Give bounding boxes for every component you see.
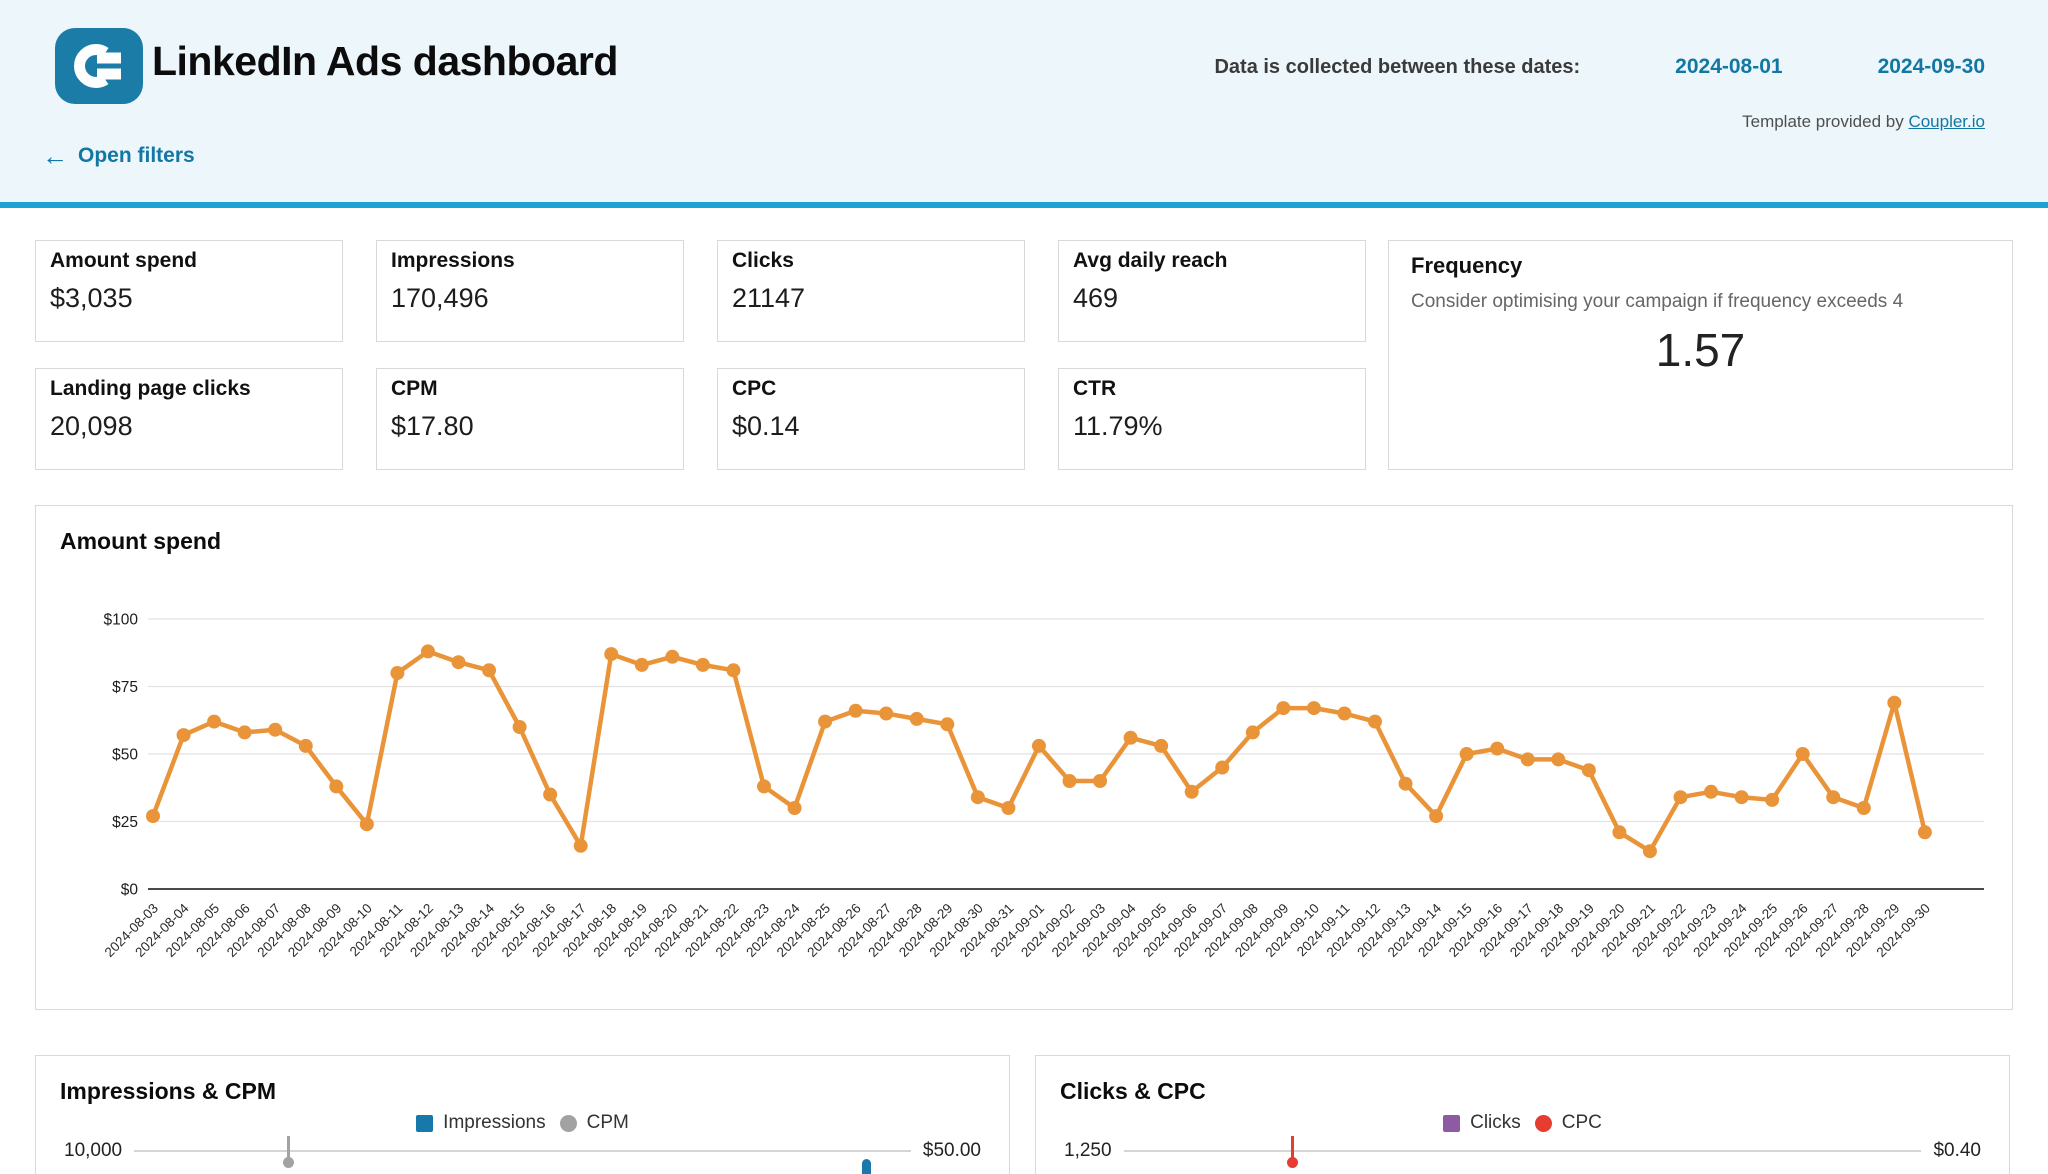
frequency-note: Consider optimising your campaign if fre…: [1411, 291, 1904, 312]
svg-text:$25: $25: [112, 814, 138, 831]
kpi-value: $3,035: [50, 283, 133, 313]
impressions-bar: [862, 1159, 871, 1174]
right-axis-label: $50.00: [922, 1140, 981, 1161]
impressions-cpm-axis-row: 10,000 $50.00: [64, 1140, 981, 1162]
kpi-label: Clicks: [732, 249, 794, 272]
clicks-cpc-title: Clicks & CPC: [1060, 1078, 1206, 1104]
date-range-label: Data is collected between these dates:: [1214, 56, 1581, 78]
gridline: [1123, 1150, 1922, 1152]
kpi-label: CPC: [732, 377, 777, 400]
end-date-control[interactable]: 2024-09-30: [1877, 55, 1985, 78]
cpc-swatch-icon: [1534, 1114, 1552, 1132]
impressions-cpm-legend: Impressions CPM: [36, 1112, 1009, 1134]
amount-spend-line-chart: $0$25$50$75$1002024-08-032024-08-042024-…: [102, 612, 1984, 960]
header: LinkedIn Ads dashboard Data is collected…: [0, 0, 2048, 202]
kpi-value: 11.79%: [1073, 411, 1163, 441]
cpc-point: [1287, 1157, 1298, 1168]
coupler-logo-icon: [55, 28, 143, 104]
open-filters-label: Open filters: [78, 144, 195, 167]
kpi-label: Amount spend: [50, 249, 197, 272]
kpi-card-avg-daily-reach: Avg daily reach 469: [1058, 240, 1366, 342]
frequency-value: 1.57: [1655, 324, 1746, 376]
clicks-swatch-icon: [1443, 1114, 1461, 1132]
kpi-card-clicks: Clicks 21147: [717, 240, 1025, 342]
impressions-cpm-title: Impressions & CPM: [60, 1078, 276, 1104]
frequency-label: Frequency: [1411, 253, 1523, 278]
header-divider: [0, 202, 2048, 208]
amount-spend-chart-card: Amount spend $0 $25 $50 $75 $100 2024-08-03 20…: [35, 505, 2013, 1010]
kpi-value: $17.80: [391, 411, 474, 441]
cpc-line-segment: [1291, 1136, 1294, 1160]
page-title: LinkedIn Ads dashboard: [152, 38, 618, 84]
svg-text:$50: $50: [112, 747, 138, 764]
clicks-cpc-chart-card: Clicks & CPC Clicks CPC 1,250 $0.40: [1035, 1055, 2010, 1174]
kpi-value: 20,098: [50, 411, 133, 441]
legend-item-impressions: Impressions: [416, 1112, 546, 1134]
clicks-cpc-legend: Clicks CPC: [1036, 1112, 2009, 1134]
svg-text:$0: $0: [121, 882, 139, 899]
kpi-label: Impressions: [391, 249, 515, 272]
left-axis-label: 10,000: [64, 1140, 123, 1161]
kpi-card-cpc: CPC $0.14: [717, 368, 1025, 470]
legend-item-cpm: CPM: [559, 1112, 629, 1134]
kpi-label: CPM: [391, 377, 438, 400]
coupler-link[interactable]: Coupler.io: [1908, 112, 1985, 131]
template-note: Template provided by Coupler.io: [1742, 112, 1985, 131]
amount-spend-chart-title: Amount spend: [60, 528, 221, 554]
kpi-label: Avg daily reach: [1073, 249, 1228, 272]
kpi-card-ctr: CTR 11.79%: [1058, 368, 1366, 470]
svg-text:$100: $100: [104, 612, 139, 629]
kpi-label: Landing page clicks: [50, 377, 251, 400]
kpi-value: $0.14: [732, 411, 800, 441]
kpi-value: 469: [1073, 283, 1119, 313]
kpi-value: 170,496: [391, 283, 489, 313]
cpm-swatch-icon: [559, 1114, 577, 1132]
impressions-cpm-chart-card: Impressions & CPM Impressions CPM 10,000…: [35, 1055, 1010, 1174]
clicks-cpc-axis-row: 1,250 $0.40: [1064, 1140, 1981, 1162]
right-axis-label: $0.40: [1933, 1140, 1981, 1161]
date-range-row: Data is collected between these dates: 2…: [1214, 55, 1985, 79]
impressions-swatch-icon: [416, 1114, 434, 1132]
kpi-card-landing-page-clicks: Landing page clicks 20,098: [35, 368, 343, 470]
left-axis-label: 1,250: [1064, 1140, 1112, 1161]
gridline: [134, 1150, 911, 1152]
kpi-card-impressions: Impressions 170,496: [376, 240, 684, 342]
svg-text:$75: $75: [112, 679, 138, 696]
kpi-card-amount-spend: Amount spend $3,035: [35, 240, 343, 342]
kpi-card-cpm: CPM $17.80: [376, 368, 684, 470]
start-date-control[interactable]: 2024-08-01: [1675, 55, 1783, 78]
kpi-label: CTR: [1073, 377, 1117, 400]
kpi-card-frequency: Frequency Consider optimising your campa…: [1388, 240, 2013, 470]
open-filters-button[interactable]: ← Open filters: [42, 143, 195, 169]
cpm-line-segment: [287, 1136, 290, 1160]
cpm-point: [283, 1157, 294, 1168]
legend-item-clicks: Clicks: [1443, 1112, 1521, 1134]
kpi-value: 21147: [732, 283, 806, 313]
left-arrow-icon: ←: [42, 141, 68, 171]
legend-item-cpc: CPC: [1534, 1112, 1602, 1134]
